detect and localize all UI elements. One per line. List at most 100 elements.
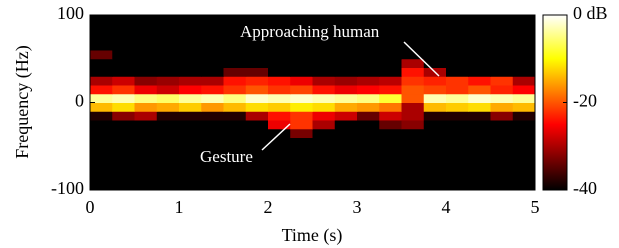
- y-tick-label: -100: [51, 178, 84, 198]
- heatmap-cell: [90, 129, 113, 138]
- heatmap-cell: [157, 120, 180, 129]
- heatmap-cell: [402, 85, 425, 94]
- heatmap-cell: [402, 59, 425, 68]
- heatmap-cell: [424, 50, 447, 59]
- heatmap-cell: [201, 138, 224, 147]
- heatmap-cell: [424, 164, 447, 173]
- heatmap-cell: [179, 146, 202, 155]
- heatmap-cell: [201, 50, 224, 59]
- heatmap-cell: [402, 120, 425, 129]
- heatmap-cell: [157, 94, 180, 103]
- heatmap-cell: [335, 103, 358, 112]
- heatmap-cell: [424, 85, 447, 94]
- heatmap-cell: [424, 181, 447, 190]
- heatmap-cell: [179, 59, 202, 68]
- heatmap-cell: [179, 15, 202, 24]
- heatmap-cell: [402, 181, 425, 190]
- heatmap-cell: [157, 41, 180, 50]
- heatmap-cell: [268, 146, 291, 155]
- heatmap-cell: [90, 68, 113, 77]
- y-axis-label: Frequency (Hz): [12, 45, 33, 158]
- heatmap-cell: [446, 138, 469, 147]
- heatmap-cell: [513, 129, 536, 138]
- heatmap-cell: [468, 155, 491, 164]
- heatmap-cell: [135, 146, 158, 155]
- heatmap-cell: [379, 146, 402, 155]
- heatmap-cell: [379, 164, 402, 173]
- heatmap-cell: [179, 103, 202, 112]
- heatmap-cell: [268, 59, 291, 68]
- heatmap-cell: [135, 76, 158, 85]
- heatmap-cell: [246, 50, 269, 59]
- heatmap-cell: [201, 59, 224, 68]
- heatmap-cell: [179, 173, 202, 182]
- heatmap-cell: [157, 59, 180, 68]
- heatmap-cell: [290, 155, 313, 164]
- heatmap-cell: [313, 41, 336, 50]
- heatmap-cell: [268, 181, 291, 190]
- heatmap-cell: [357, 41, 380, 50]
- chart: Approaching human Gesture Time (s) Frequ…: [0, 0, 619, 248]
- heatmap-cell: [201, 41, 224, 50]
- heatmap-cell: [135, 181, 158, 190]
- heatmap-cell: [379, 181, 402, 190]
- heatmap-cell: [491, 103, 514, 112]
- heatmap-cell: [468, 24, 491, 33]
- heatmap-cell: [313, 120, 336, 129]
- heatmap-cell: [446, 76, 469, 85]
- heatmap-cell: [135, 164, 158, 173]
- colorbar-tick-label: -20: [573, 91, 597, 111]
- heatmap-cell: [313, 94, 336, 103]
- heatmap-cell: [513, 111, 536, 120]
- heatmap-cell: [491, 129, 514, 138]
- heatmap-cell: [179, 138, 202, 147]
- heatmap-cell: [491, 76, 514, 85]
- heatmap-cell: [246, 173, 269, 182]
- heatmap-cell: [157, 164, 180, 173]
- heatmap-cell: [446, 146, 469, 155]
- heatmap-cell: [513, 155, 536, 164]
- heatmap-cell: [357, 59, 380, 68]
- heatmap-cell: [201, 111, 224, 120]
- heatmap-cell: [335, 111, 358, 120]
- heatmap-cell: [224, 138, 247, 147]
- heatmap-cell: [290, 181, 313, 190]
- heatmap-cell: [491, 146, 514, 155]
- heatmap-cell: [112, 103, 135, 112]
- heatmap-cell: [357, 76, 380, 85]
- heatmap-cell: [446, 15, 469, 24]
- heatmap-cell: [424, 94, 447, 103]
- heatmap-cell: [201, 76, 224, 85]
- heatmap-cell: [157, 173, 180, 182]
- heatmap-cell: [112, 111, 135, 120]
- heatmap-cell: [90, 59, 113, 68]
- heatmap-cell: [446, 164, 469, 173]
- heatmap-cell: [246, 85, 269, 94]
- heatmap-cell: [135, 111, 158, 120]
- heatmap-cell: [90, 76, 113, 85]
- heatmap-cell: [402, 15, 425, 24]
- heatmap-cell: [313, 155, 336, 164]
- heatmap-cell: [224, 103, 247, 112]
- heatmap-cell: [90, 94, 113, 103]
- heatmap-cell: [112, 24, 135, 33]
- heatmap-cell: [268, 120, 291, 129]
- heatmap-cell: [357, 173, 380, 182]
- heatmap-cell: [290, 41, 313, 50]
- heatmap-cell: [246, 59, 269, 68]
- heatmap-cell: [135, 85, 158, 94]
- heatmap-cell: [157, 103, 180, 112]
- heatmap-cell: [290, 59, 313, 68]
- heatmap-cell: [290, 103, 313, 112]
- heatmap-cell: [313, 164, 336, 173]
- heatmap-cell: [90, 138, 113, 147]
- heatmap-cell: [513, 85, 536, 94]
- heatmap-cell: [379, 120, 402, 129]
- x-tick-label: 5: [531, 197, 540, 217]
- heatmap-cell: [513, 94, 536, 103]
- heatmap-cell: [335, 59, 358, 68]
- heatmap-cell: [290, 68, 313, 77]
- heatmap-cell: [179, 24, 202, 33]
- heatmap-cell: [224, 59, 247, 68]
- heatmap-cell: [112, 85, 135, 94]
